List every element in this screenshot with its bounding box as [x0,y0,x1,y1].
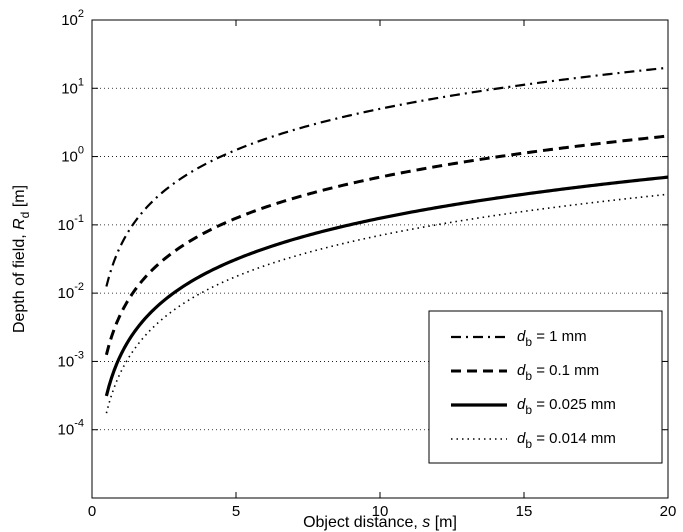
legend-label-subscript: b [525,437,532,451]
y-tick-label: 10-2 [58,281,84,302]
legend-label-1: db = 1 mm [517,328,587,349]
y-tick-label-base: 10 [61,149,78,166]
series-line-1 [105,66,669,287]
legend-label-2: db = 0.1 mm [517,362,599,383]
legend-label-3: db = 0.025 mm [517,396,616,417]
legend-label-variable: d [517,396,526,413]
y-tick-label-exponent: -2 [74,281,84,293]
series-line-2 [104,134,669,356]
y-tick-label: 102 [61,8,84,29]
x-tick-label: 0 [88,503,96,520]
legend-label-subscript: b [525,335,532,349]
x-axis-label-unit: [m] [430,514,457,531]
x-tick-label: 15 [516,503,533,520]
legend-label-variable: d [517,362,526,379]
x-tick-label: 10 [372,503,389,520]
y-tick-label-exponent: 1 [78,76,84,88]
series-line-3 [104,175,669,397]
x-tick-label: 20 [660,503,677,520]
y-tick-label-exponent: 0 [78,145,84,157]
y-tick-label: 10-4 [58,418,84,439]
y-tick-label: 10-1 [58,213,84,234]
y-tick-label-exponent: 2 [78,8,84,20]
y-tick-label: 10-3 [58,349,84,370]
y-axis-label-subscript: d [18,212,32,219]
x-axis-label-variable: s [422,514,430,531]
y-tick-label-exponent: -4 [74,418,84,430]
legend-label-text: = 1 mm [532,328,587,345]
x-axis-label: Object distance, s [m] [303,514,457,531]
x-tick-labels: 0 5 10 15 20 [88,503,677,520]
legend-label-subscript: b [525,369,532,383]
legend-label-variable: d [517,430,526,447]
legend-label-variable: d [517,328,526,345]
legend-label-subscript: b [525,403,532,417]
y-tick-label-base: 10 [58,353,75,370]
y-tick-label-base: 10 [58,422,75,439]
y-tick-label-base: 10 [61,80,78,97]
y-axis-label-variable: R [11,218,28,230]
series-lines [104,66,669,414]
y-tick-label-base: 10 [58,217,75,234]
y-axis-label-prefix: Depth of field, [11,230,28,333]
y-tick-label-exponent: -1 [74,213,84,225]
y-axis-label-unit: [m] [11,185,28,212]
grid-lines [92,87,668,431]
y-tick-label-exponent: -3 [74,349,84,361]
axis-ticks [91,19,669,498]
y-tick-label: 101 [61,76,84,97]
legend-label-text: = 0.025 mm [532,396,616,413]
x-tick-label: 5 [232,503,240,520]
legend-label-4: db = 0.014 mm [517,430,616,451]
y-axis-label: Depth of field, Rd [m] [11,185,32,333]
y-tick-label-base: 10 [58,285,75,302]
x-axis-label-prefix: Object distance, [303,514,422,531]
legend-label-text: = 0.1 mm [532,362,599,379]
legend-label-text: = 0.014 mm [532,430,616,447]
y-tick-label: 100 [61,145,84,166]
y-tick-label-base: 10 [61,12,78,29]
